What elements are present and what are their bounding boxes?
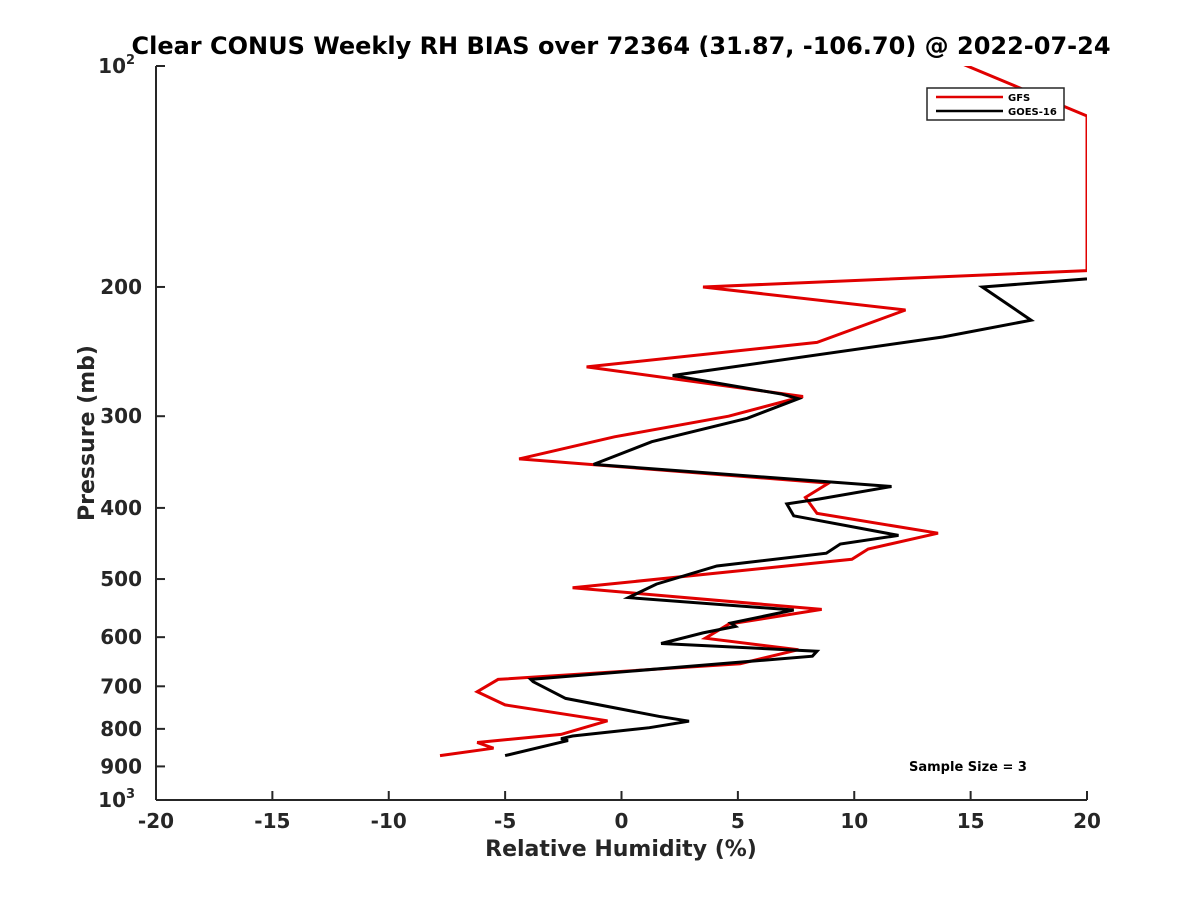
x-ticks: -20 -15 -10 -5 0 5 10 15 20 — [138, 791, 1101, 833]
axes: -20 -15 -10 -5 0 5 10 15 20 10 220030040050060070… — [98, 53, 1101, 833]
x-tick-label: -5 — [494, 809, 516, 833]
y-tick-label: 400 — [100, 496, 142, 520]
x-tick-label: -10 — [371, 809, 407, 833]
legend-label-goes16: GOES-16 — [1008, 107, 1057, 118]
y-tick-label: 700 — [100, 674, 142, 698]
y-tick-label: 600 — [100, 625, 142, 649]
y-axis-label: Pressure (mb) — [75, 345, 100, 521]
y-tick-label: 900 — [100, 754, 142, 778]
series-line-gfs — [439, 66, 1087, 758]
x-tick-label: 0 — [615, 809, 629, 833]
y-tick-label: 800 — [100, 717, 142, 741]
legend: GFS GOES-16 — [926, 87, 1065, 121]
legend-label-gfs: GFS — [1008, 93, 1030, 104]
y-tick-label: 10 — [98, 788, 126, 812]
x-tick-label: -15 — [254, 809, 290, 833]
series-layer — [439, 66, 1087, 758]
y-tick-label: 10 — [98, 54, 126, 78]
x-axis-label: Relative Humidity (%) — [485, 837, 757, 862]
x-tick-label: 15 — [957, 809, 985, 833]
chart-title: Clear CONUS Weekly RH BIAS over 72364 (3… — [131, 32, 1110, 60]
x-tick-label: -20 — [138, 809, 174, 833]
x-tick-label: 10 — [840, 809, 868, 833]
y-tick-label: 300 — [100, 404, 142, 428]
sample-size-annotation: Sample Size = 3 — [909, 760, 1027, 775]
y-tick-label: 500 — [100, 567, 142, 591]
y-tick-exponent: 3 — [126, 787, 135, 802]
x-tick-label: 20 — [1073, 809, 1101, 833]
y-tick-label: 200 — [100, 275, 142, 299]
y-tick-exponent: 2 — [126, 53, 135, 68]
legend-box — [926, 87, 1065, 121]
series-line-goes16 — [504, 277, 1087, 758]
x-tick-label: 5 — [731, 809, 745, 833]
